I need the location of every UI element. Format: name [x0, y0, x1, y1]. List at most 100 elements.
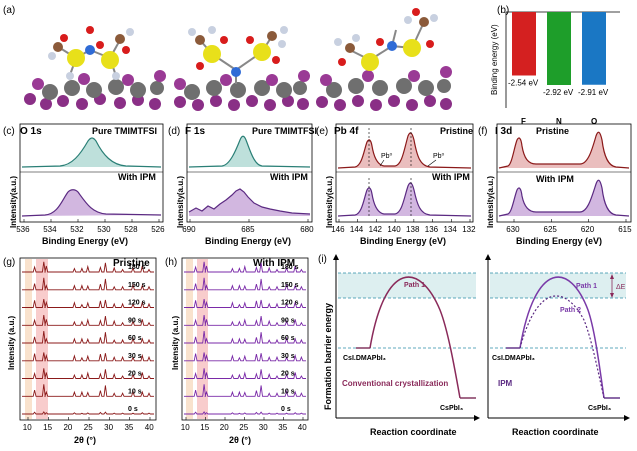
panel-h-tick-label: 35 — [278, 423, 287, 432]
panel-e-ipm-label: With IPM — [432, 172, 470, 182]
bar-value-o: -2.91 eV — [578, 88, 609, 97]
pb0-label-1: Pb⁰ — [381, 152, 393, 160]
panel-h-highlight-2 — [197, 259, 208, 419]
panel-e-tick-label: 140 — [387, 225, 401, 234]
panel-i-delta-label: ΔE — [616, 284, 626, 291]
panel-h-xticks: 10 15 20 25 30 35 40 — [181, 417, 307, 432]
panel-f-title: I 3d — [495, 126, 512, 137]
panel-i-right-yarrow — [485, 254, 491, 260]
molecule-structure-3 — [316, 8, 452, 111]
panel-b-bars: -2.54 eV F -2.92 eV N -2.91 eV O — [508, 12, 609, 126]
panel-h-highlight-1 — [186, 259, 193, 419]
panel-e-tick-label: 138 — [406, 225, 420, 234]
pb0-label-2: Pb⁰ — [433, 152, 445, 160]
panel-e-ylabel: Intensity(a.u.) — [325, 176, 334, 228]
xrd-time-label: 10 s — [128, 388, 142, 395]
bar-category-o: O — [591, 117, 597, 126]
xrd-pattern-20s — [184, 368, 306, 379]
panel-c-frame — [19, 123, 164, 223]
xrd-pattern-120s — [184, 299, 306, 308]
xrd-pattern-150s — [184, 277, 306, 291]
panel-label-f: (f) — [478, 126, 487, 137]
xrd-time-label: 180 s — [128, 264, 146, 271]
panel-i-right-start-label: CsI.DMAPbI₃ — [492, 355, 535, 362]
peak-o1s-pure — [21, 137, 162, 168]
pb0-arrow-2 — [427, 159, 437, 167]
panel-g-tick-label: 40 — [145, 423, 154, 432]
bar-category-f: F — [521, 117, 526, 126]
xrd-pattern-90s — [184, 315, 306, 326]
panel-e-frame — [335, 123, 474, 223]
panel-label-g: (g) — [3, 257, 15, 268]
xrd-time-label: 0 s — [281, 406, 291, 413]
panel-i-ylabel: Formation barrier energy — [323, 303, 333, 410]
panel-g-patterns: 180 s 150 s 120 s 90 s 60 s 30 s 20 s 10 s 0 s — [22, 261, 154, 415]
panel-label-b: (b) — [497, 5, 509, 16]
panel-h-tick-label: 25 — [239, 423, 248, 432]
bar-n — [547, 12, 571, 85]
xrd-pattern-0s — [184, 411, 306, 415]
panel-i-right-xlabel: Reaction coordinate — [512, 427, 599, 437]
panel-d-ylabel: Intensity(a.u.) — [176, 176, 185, 228]
xrd-time-label: 120 s — [128, 300, 146, 307]
panel-i-left-end-label: CsPbI₃ — [440, 405, 463, 412]
panel-f-tick-label: 615 — [618, 225, 632, 234]
panel-g-pristine-label: Pristine — [113, 258, 150, 269]
xrd-pattern-30s — [184, 352, 306, 362]
panel-d-tick-label: 685 — [241, 225, 255, 234]
panel-i-left-start-label: CsI.DMAPbI₃ — [343, 355, 386, 362]
panel-g-ylabel: Intensity (a.u.) — [7, 315, 16, 370]
molecule-structure-1 — [24, 26, 166, 110]
panel-d-pure-label: Pure TMIMTFSI — [252, 126, 317, 136]
panel-c-ylabel: Intensity(a.u.) — [9, 176, 18, 228]
panel-c-tick-label: 534 — [43, 225, 57, 234]
panel-g-tick-label: 35 — [124, 423, 133, 432]
panel-c-tick-label: 526 — [151, 225, 165, 234]
panel-g-xticks: 10 15 20 25 30 35 40 — [23, 417, 154, 432]
panel-e-tick-label: 136 — [425, 225, 439, 234]
panel-f-tick-label: 630 — [506, 225, 520, 234]
panel-f-ylabel: Intensity(a.u.) — [486, 176, 495, 228]
panel-i-right-path2-label: Path 2 — [560, 307, 581, 314]
panel-e-xlabel: Binding Energy (eV) — [360, 236, 446, 246]
bar-f — [512, 12, 536, 76]
xrd-time-label: 20 s — [281, 371, 295, 378]
xrd-time-label: 60 s — [281, 335, 295, 342]
peak-pb4f-ipm — [337, 182, 472, 217]
panel-f-ipm-label: With IPM — [536, 174, 574, 184]
xrd-time-label: 20 s — [128, 371, 142, 378]
bar-category-n: N — [556, 117, 562, 126]
panel-d-xlabel: Binding Energy (eV) — [205, 236, 291, 246]
panel-i-delta-arrow-bottom — [610, 293, 614, 298]
panel-f-xlabel: Binding Energy (eV) — [516, 236, 602, 246]
xrd-pattern-150s — [22, 277, 154, 291]
panel-i-left-caption: Conventional crystallization — [342, 379, 448, 388]
xrd-time-label: 90 s — [128, 317, 142, 324]
peak-i3d-ipm — [498, 179, 630, 217]
panel-e-tick-label: 134 — [443, 225, 457, 234]
panel-g-frame — [19, 257, 157, 421]
bar-value-n: -2.92 eV — [543, 88, 574, 97]
panel-e-title: Pb 4f — [334, 126, 359, 137]
panel-i-right-path1 — [519, 276, 605, 399]
panel-f-tick-label: 625 — [544, 225, 558, 234]
panel-f-tick-label: 620 — [581, 225, 595, 234]
bar-o — [582, 12, 606, 85]
panel-e-tick-label: 132 — [462, 225, 476, 234]
peak-f1s-pure-fill — [189, 136, 310, 167]
panel-i-right-xarrow — [624, 415, 630, 421]
panel-h-frame — [181, 257, 309, 421]
xrd-time-label: 180 s — [281, 264, 299, 271]
panel-i-right-path2 — [519, 295, 605, 399]
xrd-time-label: 30 s — [281, 353, 295, 360]
panel-c-tick-label: 536 — [16, 225, 30, 234]
xrd-time-label: 90 s — [281, 317, 295, 324]
panel-i-left-xlabel: Reaction coordinate — [370, 427, 457, 437]
xrd-time-label: 10 s — [281, 388, 295, 395]
peak-o1s-ipm-fill — [22, 189, 161, 216]
panel-e-pristine-label: Pristine — [440, 126, 473, 136]
xrd-time-label: 150 s — [281, 282, 299, 289]
peak-f1s-ipm — [188, 188, 311, 215]
panel-e-xticks: 146 144 142 140 138 136 134 132 — [331, 219, 476, 234]
